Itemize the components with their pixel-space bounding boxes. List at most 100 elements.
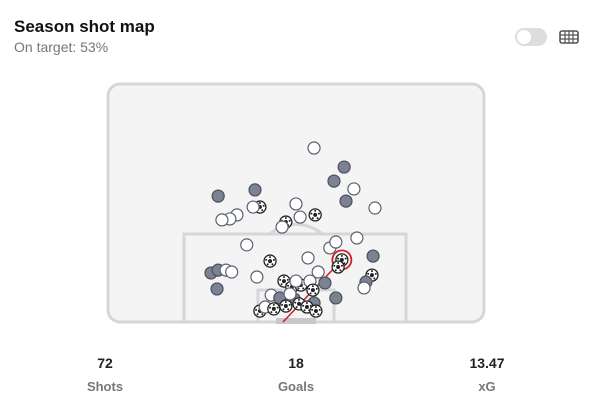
ball-patch	[309, 304, 312, 307]
off-target-shot	[246, 200, 260, 214]
off-target-shot	[250, 270, 264, 284]
toggle[interactable]	[515, 28, 547, 46]
goal-shot	[309, 304, 323, 318]
off-target-shot	[225, 265, 239, 279]
off-target-shot	[215, 213, 229, 227]
ball-patch	[297, 301, 302, 306]
ball-patch	[266, 263, 269, 266]
goal	[276, 318, 316, 324]
stat-label: Shots	[86, 379, 124, 394]
off-target-shot	[307, 141, 321, 155]
ball-patch	[287, 284, 290, 287]
off-target-shot	[289, 197, 303, 211]
ball-patch	[298, 298, 301, 301]
ball-patch	[305, 302, 308, 305]
on-target-shot	[318, 276, 332, 290]
ball-patch	[311, 285, 314, 288]
ball-patch	[284, 301, 287, 304]
goal-shot	[306, 283, 320, 297]
ball-patch	[340, 264, 343, 267]
ball-patch	[269, 256, 272, 259]
ball-patch	[339, 257, 344, 262]
stat: 18 Goals	[236, 355, 356, 394]
goal-shot	[279, 299, 293, 313]
off-target-shot	[293, 210, 307, 224]
ball-patch	[271, 306, 276, 311]
ball-patch	[287, 308, 290, 311]
on-target-shot	[329, 291, 343, 305]
stat-label: Goals	[277, 379, 315, 394]
off-target-shot	[240, 238, 254, 252]
ball-patch	[304, 305, 309, 310]
ball-patch	[311, 308, 314, 311]
ball-patch	[281, 279, 286, 284]
ball-patch	[316, 217, 319, 220]
ball-patch	[367, 272, 370, 275]
ball-patch	[288, 303, 291, 306]
ball-patch	[337, 262, 340, 265]
on-target-shot	[366, 249, 380, 263]
ball-patch	[261, 209, 264, 212]
ball-patch	[261, 313, 264, 316]
ball-patch	[314, 306, 317, 309]
ball-patch	[282, 276, 285, 279]
ball-patch	[314, 209, 317, 212]
ball-patch	[255, 308, 258, 311]
ball-patch	[294, 301, 297, 304]
ball-patch	[270, 311, 273, 314]
off-target-shot	[301, 251, 315, 265]
ball-patch	[336, 265, 341, 270]
ball-patch	[374, 272, 377, 275]
ball-patch	[340, 254, 343, 257]
goal-shot	[267, 302, 281, 316]
ball-patch	[272, 258, 275, 261]
subtitle: On target: 53%	[14, 39, 109, 55]
off-target-shot	[357, 281, 371, 295]
ball-patch	[313, 309, 318, 314]
off-target-shot	[275, 220, 289, 234]
ball-patch	[295, 306, 298, 309]
ball-patch	[256, 313, 259, 316]
off-target-shot	[289, 274, 303, 288]
ball-patch	[271, 263, 274, 266]
title: Season shot map	[14, 17, 155, 36]
stat: 13.47 xG	[427, 355, 547, 394]
ball-patch	[279, 278, 282, 281]
ball-patch	[314, 292, 317, 295]
goal-shot	[331, 260, 345, 274]
ball-patch	[311, 217, 314, 220]
goal-shot	[263, 254, 277, 268]
ball-patch	[312, 313, 315, 316]
on-target-shot	[211, 189, 225, 203]
ball-patch	[302, 304, 305, 307]
ball-patch	[317, 212, 320, 215]
goal-view-icon[interactable]	[559, 30, 579, 44]
ball-patch	[313, 212, 318, 217]
ball-patch	[288, 219, 291, 222]
off-target-shot	[329, 235, 343, 249]
stat-value: 13.47	[469, 355, 505, 371]
ball-patch	[282, 308, 285, 311]
penalty-arc	[269, 222, 323, 236]
ball-patch	[310, 212, 313, 215]
shot-map	[106, 82, 486, 324]
ball-patch	[370, 270, 373, 273]
ball-patch	[297, 287, 300, 290]
on-target-shot	[210, 282, 224, 296]
ball-patch	[317, 313, 320, 316]
on-target-shot	[248, 183, 262, 197]
on-target-shot	[327, 174, 341, 188]
stat: 72 Shots	[45, 355, 165, 394]
ball-patch	[339, 269, 342, 272]
ball-patch	[275, 311, 278, 314]
ball-patch	[269, 306, 272, 309]
off-target-shot	[311, 265, 325, 279]
ball-patch	[315, 287, 318, 290]
on-target-shot	[339, 194, 353, 208]
ball-patch	[310, 288, 315, 293]
ball-patch	[258, 202, 261, 205]
ball-patch	[303, 309, 306, 312]
ball-patch	[268, 259, 273, 264]
ball-patch	[265, 258, 268, 261]
